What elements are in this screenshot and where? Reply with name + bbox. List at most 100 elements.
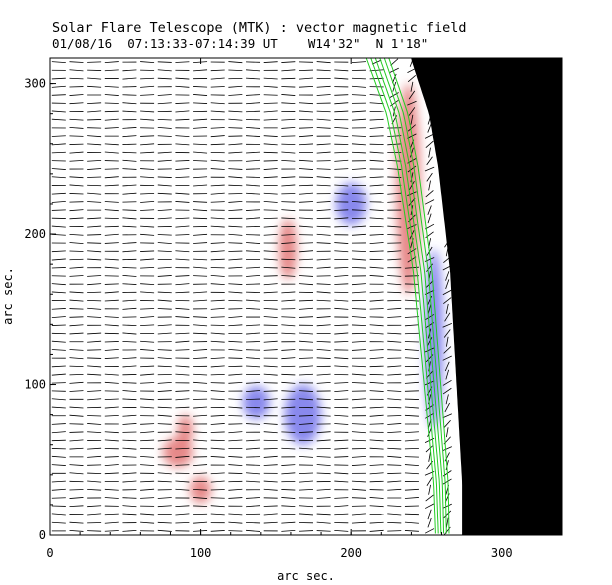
field-vector [369, 324, 384, 327]
field-vector [369, 390, 384, 392]
subtitle-time: 07:13:33-07:14:39 UT [127, 36, 278, 51]
field-vector [369, 151, 384, 154]
field-vector [263, 513, 278, 516]
field-vector [351, 94, 366, 96]
field-vector [104, 283, 119, 285]
field-vector [246, 274, 261, 277]
field-vector [387, 143, 402, 146]
field-vector [193, 143, 208, 146]
field-vector [298, 159, 314, 162]
field-vector [51, 225, 66, 228]
field-vector [390, 58, 399, 66]
field-vector [351, 77, 366, 80]
field-vector [404, 324, 419, 327]
field-vector [442, 379, 452, 386]
field-vector [210, 340, 225, 343]
field-vector [407, 224, 417, 230]
field-vector [263, 349, 278, 351]
field-vector [404, 349, 419, 351]
field-vector [175, 447, 190, 450]
field-vector [140, 77, 155, 80]
field-vector [427, 509, 432, 520]
field-vector [246, 382, 261, 384]
field-vector [263, 94, 278, 96]
field-vector [51, 291, 66, 294]
field-vector [210, 143, 225, 146]
field-vector [210, 225, 225, 228]
field-vector [210, 159, 225, 162]
field-vector [281, 390, 296, 392]
field-vector [140, 283, 155, 286]
field-vector [281, 332, 296, 335]
field-vector [428, 147, 431, 158]
field-vector [263, 398, 278, 401]
field-vector [426, 156, 433, 166]
field-vector [193, 530, 208, 532]
field-vector [369, 365, 384, 368]
field-vector [51, 349, 66, 351]
field-vector [334, 274, 349, 277]
field-vector [122, 480, 137, 483]
field-vector [69, 299, 84, 302]
field-vector [442, 503, 452, 509]
field-vector [351, 324, 366, 327]
field-vector [387, 488, 402, 491]
field-vector [193, 160, 208, 162]
field-vector [246, 357, 261, 360]
x-tick-label: 0 [46, 546, 53, 560]
field-vector [369, 529, 384, 532]
field-vector [316, 209, 331, 212]
field-vector [263, 118, 278, 121]
field-vector [263, 275, 278, 277]
field-vector [87, 307, 102, 310]
field-vector [369, 291, 384, 294]
field-vector [104, 61, 119, 64]
field-vector [246, 324, 261, 327]
field-vector [175, 423, 190, 425]
field-vector [424, 380, 435, 386]
field-vector [351, 488, 366, 491]
field-vector [193, 176, 208, 179]
field-vector [87, 365, 102, 368]
field-vector [334, 513, 349, 516]
field-vector [407, 191, 417, 197]
field-vector [210, 242, 225, 244]
field-vector [443, 510, 452, 519]
field-vector [425, 140, 434, 148]
field-vector [140, 135, 155, 137]
field-vector [387, 291, 402, 294]
field-vector [387, 307, 402, 310]
field-vector [281, 521, 296, 524]
field-vector [104, 242, 119, 244]
field-vector [281, 159, 296, 162]
field-vector [51, 283, 66, 286]
field-vector [263, 176, 278, 179]
field-vector [140, 168, 155, 170]
field-vector [193, 373, 208, 376]
field-vector [69, 151, 84, 154]
field-vector [298, 127, 314, 129]
field-vector [442, 478, 452, 485]
field-vector [351, 143, 366, 146]
field-vector [281, 266, 296, 269]
field-vector [246, 472, 261, 475]
field-vector [387, 447, 402, 450]
field-vector [193, 291, 208, 294]
field-vector [193, 439, 208, 442]
field-vector [298, 332, 314, 335]
field-vector [193, 390, 208, 392]
field-vector [193, 464, 208, 467]
field-vector [263, 258, 278, 261]
field-vector [263, 455, 278, 458]
field-vector [445, 336, 449, 347]
field-vector [369, 423, 384, 425]
field-vector [334, 192, 349, 195]
field-vector [140, 480, 155, 483]
field-vector [228, 233, 243, 236]
field-vector [122, 250, 137, 253]
field-vector [51, 365, 66, 368]
field-vector [428, 484, 431, 495]
field-vector [281, 299, 296, 302]
field-vector [51, 382, 66, 384]
field-vector [387, 168, 402, 170]
